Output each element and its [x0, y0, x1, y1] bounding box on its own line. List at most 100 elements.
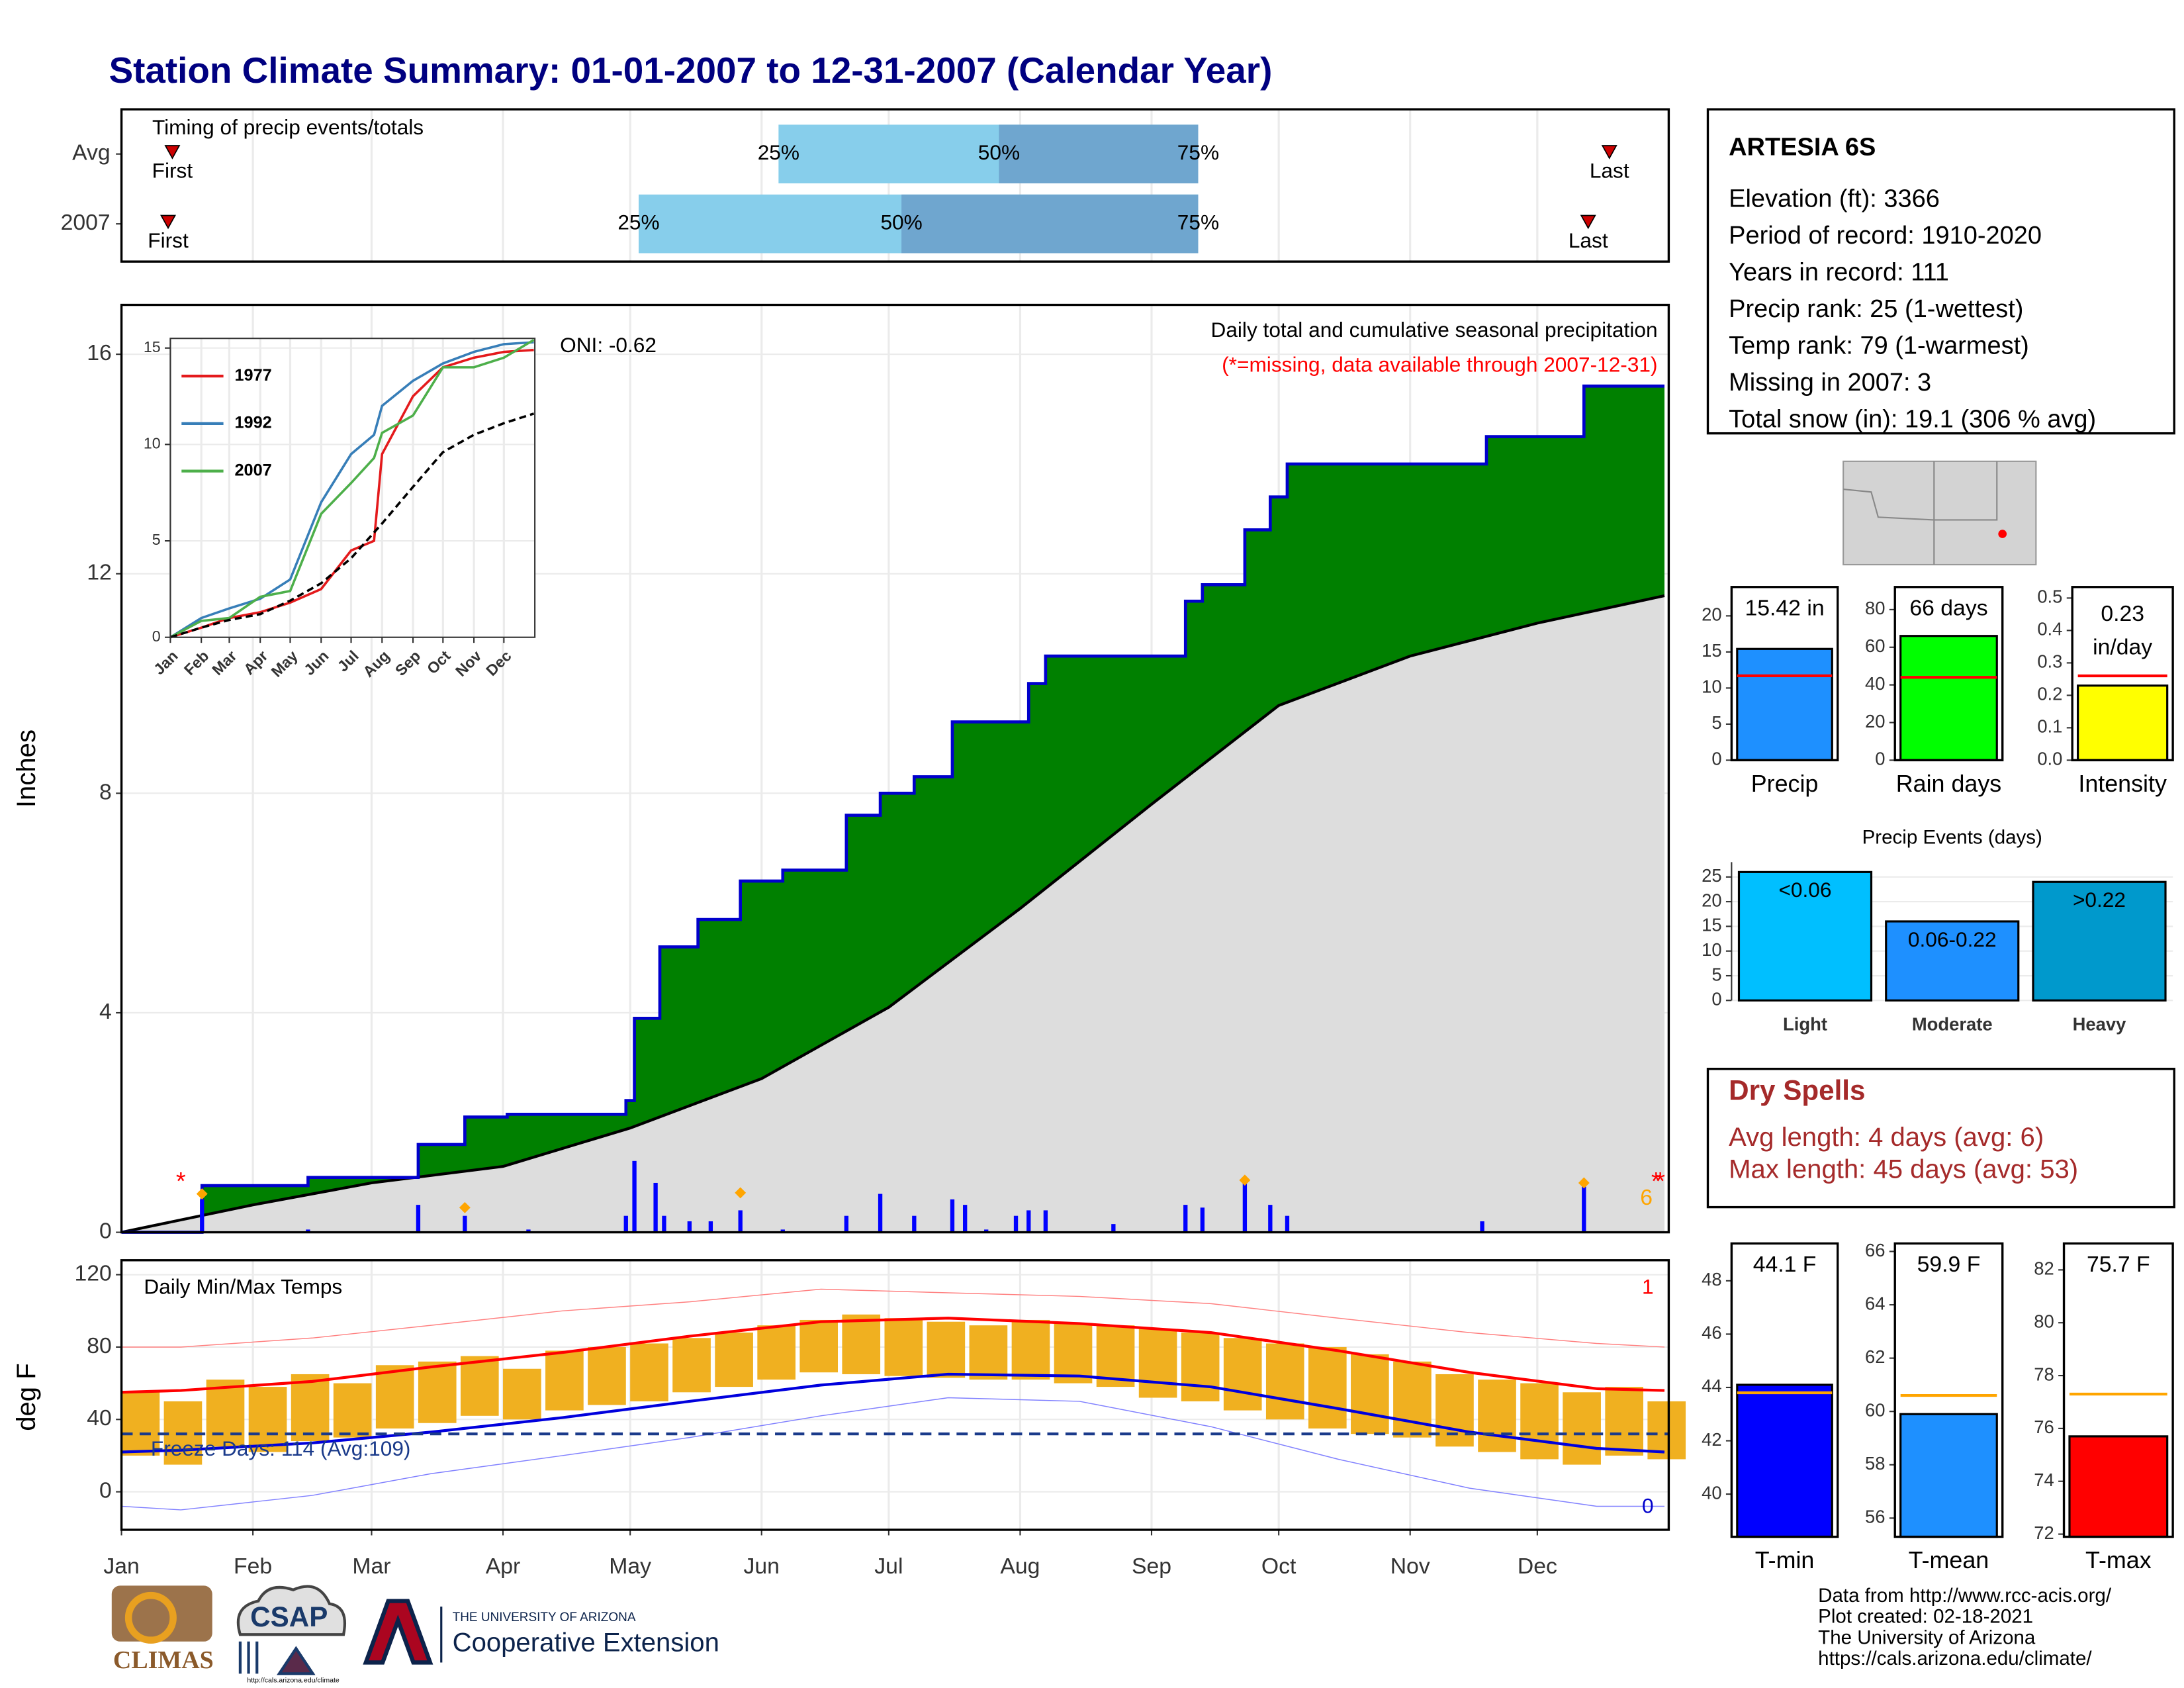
temp-line — [121, 1317, 1665, 1394]
quartile-label: 25% — [758, 140, 799, 164]
value-label: 15.42 in — [1745, 595, 1824, 620]
y-tick-label: 0.3 — [2037, 651, 2062, 672]
y-tick-label: 66 — [1865, 1240, 1885, 1260]
x-tick-label: Aug — [1000, 1554, 1040, 1579]
quartile-label: 75% — [1177, 211, 1219, 234]
temp-bar — [588, 1346, 626, 1405]
temp-bar — [1478, 1380, 1516, 1452]
station-line: Precip rank: 25 (1-wettest) — [1729, 295, 2023, 323]
y-tick-label: 40 — [1702, 1482, 1721, 1503]
bar — [1736, 1383, 1833, 1538]
y-tick-label: 0 — [152, 628, 161, 645]
y-tick-label: 0 — [99, 1218, 112, 1243]
category-label: Heavy — [2073, 1014, 2127, 1035]
snow-marker — [1578, 1177, 1590, 1189]
series-line — [169, 412, 535, 639]
footer-line: https://cals.arizona.edu/climate/ — [1818, 1648, 2092, 1669]
temp-bar — [333, 1383, 372, 1438]
median-bar — [999, 124, 1199, 183]
y-tick-label: 20 — [1702, 604, 1721, 625]
temp-bar — [842, 1314, 881, 1374]
climas-logo: CLIMAS — [113, 1646, 214, 1674]
temp-bar — [1393, 1361, 1432, 1438]
freeze-label: Freeze Days: 114 (Avg:109) — [151, 1436, 411, 1460]
temp-bar — [545, 1350, 584, 1411]
category-label: Rain days — [1896, 771, 2001, 797]
snow-marker — [735, 1187, 747, 1199]
x-tick-label: Sep — [1132, 1554, 1171, 1579]
y-tick-label: 60 — [1865, 1399, 1885, 1420]
daily-bar — [200, 1199, 205, 1233]
y-tick-label: 25 — [1702, 865, 1721, 886]
y-tick-label: 8 — [99, 779, 112, 804]
quartile-label: 25% — [617, 211, 659, 234]
logos: CLIMAS CSAP http://cals.arizona.edu/clim… — [111, 1585, 719, 1685]
y-tick-label: 80 — [87, 1333, 112, 1358]
y-tick-label: 56 — [1865, 1507, 1885, 1527]
temp-bar — [1308, 1346, 1347, 1429]
x-tick-label: Mar — [352, 1554, 390, 1579]
temp-bar — [1223, 1338, 1262, 1411]
footer-line: Plot created: 02-18-2021 — [1818, 1606, 2033, 1628]
station-line: Period of record: 1910-2020 — [1729, 222, 2042, 250]
daily-bar — [463, 1215, 467, 1233]
y-tick-label: 0.5 — [2037, 586, 2062, 607]
temp-bar — [884, 1318, 923, 1376]
x-tick-label: Nov — [1390, 1554, 1430, 1579]
temp-bar — [1181, 1333, 1220, 1401]
y-tick-label: 48 — [1702, 1269, 1721, 1289]
category-label: T-max — [2085, 1547, 2152, 1573]
csap-logo: CSAP — [250, 1601, 328, 1632]
daily-bar — [416, 1205, 421, 1233]
daily-bar — [1026, 1210, 1031, 1233]
temp-bar — [1011, 1319, 1050, 1380]
daily-bar — [662, 1215, 666, 1233]
bar — [2068, 1435, 2169, 1538]
temp-bar — [672, 1338, 711, 1393]
csap-cloud — [236, 1585, 347, 1636]
y-tick-label: 60 — [1865, 635, 1885, 656]
y-tick-label: 0.1 — [2037, 716, 2062, 737]
missing-marker: * — [1655, 1168, 1665, 1196]
station-name: ARTESIA 6S — [1729, 133, 1876, 161]
missing-marker: * — [176, 1168, 186, 1196]
y-tick-label: 80 — [1865, 598, 1885, 618]
y-tick-label: 62 — [1865, 1346, 1885, 1367]
panel-frame — [2071, 586, 2174, 762]
chart-subtitle: (*=missing, data available through 2007-… — [1222, 353, 1657, 377]
y-tick-label: 0.2 — [2037, 684, 2062, 704]
temp-bar — [1520, 1383, 1559, 1460]
record-high-count: 1 — [1642, 1274, 1654, 1298]
legend-label: 1977 — [234, 366, 271, 385]
y-tick-label: 10 — [1702, 677, 1721, 697]
category-label: T-mean — [1909, 1547, 1989, 1573]
snow-marker — [459, 1201, 471, 1213]
y-tick-label: 10 — [1702, 939, 1721, 960]
station-line: Elevation (ft): 3366 — [1729, 185, 1940, 212]
temp-bar — [715, 1333, 753, 1387]
record-low-count: 0 — [1642, 1494, 1654, 1518]
legend-label: 2007 — [234, 461, 271, 479]
station-dot — [1998, 530, 2007, 538]
timing-label: First — [152, 158, 193, 182]
x-tick-label: Apr — [486, 1554, 521, 1579]
y-tick-label: 15 — [1702, 640, 1721, 661]
daily-bar — [963, 1205, 968, 1233]
x-tick-label: Feb — [234, 1554, 272, 1579]
daily-bar — [623, 1215, 628, 1233]
snow-marker — [1239, 1174, 1251, 1186]
daily-bar — [1480, 1221, 1484, 1233]
panel-frame — [1730, 586, 1839, 762]
y-tick-label: 80 — [2034, 1311, 2054, 1331]
y-tick-label: 64 — [1865, 1293, 1885, 1313]
daily-bar — [844, 1215, 849, 1233]
temp-line — [121, 1372, 1665, 1454]
temp-bar — [927, 1321, 966, 1378]
y-tick-label: 0 — [1875, 749, 1885, 769]
temp-bar — [757, 1325, 796, 1380]
csap-icon — [238, 1641, 316, 1675]
timing-label: First — [148, 228, 189, 252]
bar — [2032, 880, 2167, 1002]
temp-bar — [503, 1368, 541, 1420]
